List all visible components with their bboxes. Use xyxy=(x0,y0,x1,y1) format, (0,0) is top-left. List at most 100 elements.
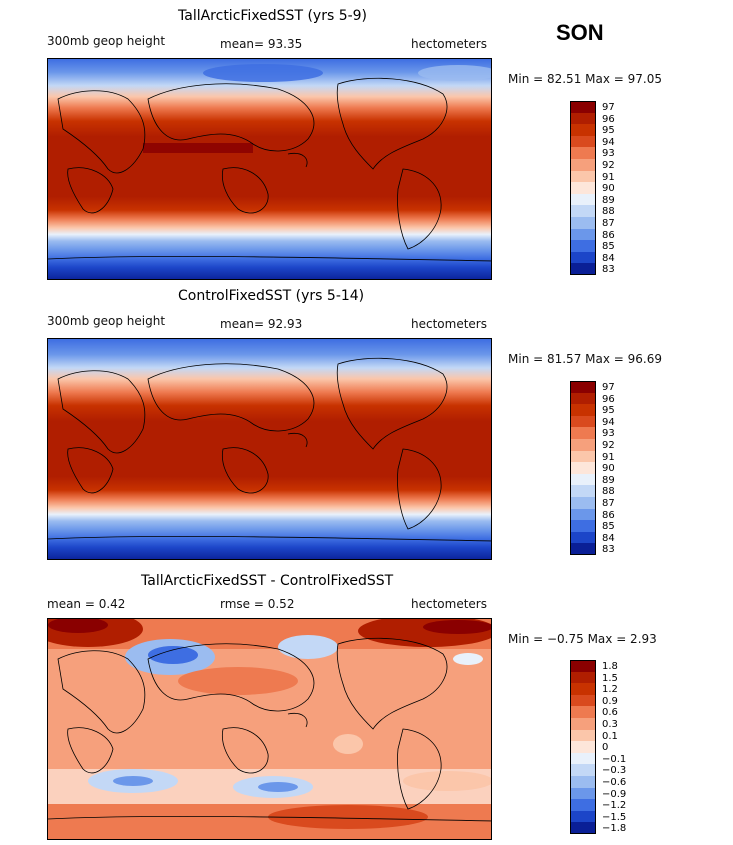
panel2-mean-label: mean= 92.93 xyxy=(220,317,303,331)
colorbar-swatch xyxy=(570,381,596,394)
colorbar-swatch xyxy=(570,706,596,719)
colorbar-swatch xyxy=(570,112,596,125)
colorbar-swatch xyxy=(570,240,596,253)
colorbar-swatch xyxy=(570,543,596,556)
panel1-minmax-label: Min = 82.51 Max = 97.05 xyxy=(508,72,662,86)
colorbar-swatch xyxy=(570,404,596,417)
colorbar-tick-label: 1.8 xyxy=(602,661,618,672)
colorbar-swatch xyxy=(570,147,596,160)
colorbar-tick-label: −0.1 xyxy=(602,753,627,765)
colorbar-swatch xyxy=(570,718,596,731)
colorbar-swatch xyxy=(570,776,596,789)
colorbar-swatch xyxy=(570,683,596,696)
colorbar-swatch xyxy=(570,729,596,742)
panel1-units-label: hectometers xyxy=(411,37,487,51)
panel2-variable-label: 300mb geop height xyxy=(47,314,166,328)
colorbar-tick-label: −0.9 xyxy=(602,788,627,800)
colorbar-swatch xyxy=(570,217,596,230)
colorbar-tick-label: 97 xyxy=(602,102,615,113)
colorbar-tick-label: 87 xyxy=(602,498,615,509)
colorbar-tick-label: 93 xyxy=(602,148,615,160)
colorbar-swatch xyxy=(570,531,596,544)
colorbar-swatch xyxy=(570,135,596,148)
panel1-title: TallArcticFixedSST (yrs 5-9) xyxy=(178,8,368,24)
colorbar-tick-label: 92 xyxy=(602,440,615,451)
colorbar-swatch xyxy=(570,251,596,264)
season-label: SON xyxy=(556,20,604,45)
colorbar-tick-label: 0 xyxy=(602,742,609,754)
panel2-minmax-label: Min = 81.57 Max = 96.69 xyxy=(508,352,662,366)
colorbar-tick-label: 92 xyxy=(602,160,615,171)
colorbar-swatch xyxy=(570,124,596,137)
panel3-units-label: hectometers xyxy=(411,597,487,611)
colorbar-tick-label: 89 xyxy=(602,474,615,486)
colorbar-swatch xyxy=(570,694,596,707)
colorbar-swatch xyxy=(570,787,596,800)
colorbar-tick-label: 0.9 xyxy=(602,695,618,707)
colorbar-swatch xyxy=(570,415,596,428)
colorbar-tick-label: 1.5 xyxy=(602,672,618,684)
colorbar-tick-label: 88 xyxy=(602,486,615,498)
colorbar-swatch xyxy=(570,205,596,218)
colorbar-tick-label: 0.1 xyxy=(602,730,618,742)
colorbar-tick-label: 0.3 xyxy=(602,719,618,730)
colorbar-tick-label: 86 xyxy=(602,229,615,241)
colorbar-swatch xyxy=(570,497,596,510)
colorbar-swatch xyxy=(570,752,596,765)
colorbar-tick-label: 85 xyxy=(602,521,615,533)
panel2-units-label: hectometers xyxy=(411,317,487,331)
panel1-variable-label: 300mb geop height xyxy=(47,34,166,48)
colorbar-tick-label: 90 xyxy=(602,463,615,475)
colorbar-tick-label: 90 xyxy=(602,183,615,195)
colorbar-tick-label: 94 xyxy=(602,416,615,428)
colorbar-swatch xyxy=(570,439,596,452)
panel1-mean-label: mean= 93.35 xyxy=(220,37,303,51)
colorbar-swatch xyxy=(570,799,596,812)
colorbar-tick-label: 94 xyxy=(602,136,615,148)
colorbar-tick-label: 87 xyxy=(602,218,615,229)
colorbar-swatch xyxy=(570,462,596,475)
colorbar-swatch xyxy=(570,520,596,533)
colorbar-swatch xyxy=(570,671,596,684)
colorbar-swatch xyxy=(570,263,596,276)
colorbar-swatch xyxy=(570,485,596,498)
colorbar-tick-label: 93 xyxy=(602,428,615,440)
panel1-map xyxy=(47,58,492,280)
colorbar-tick-label: 96 xyxy=(602,113,615,125)
panel3-title: TallArcticFixedSST - ControlFixedSST xyxy=(141,573,394,589)
colorbar-tick-label: −1.5 xyxy=(602,811,627,823)
colorbar-tick-label: 95 xyxy=(602,125,615,137)
colorbar-swatch xyxy=(570,810,596,823)
colorbar-tick-label: 86 xyxy=(602,509,615,521)
colorbar-tick-label: 1.2 xyxy=(602,684,618,696)
colorbar-tick-label: 85 xyxy=(602,241,615,253)
colorbar-tick-label: −0.6 xyxy=(602,777,627,788)
colorbar-tick-label: 83 xyxy=(602,544,615,556)
colorbar-swatch xyxy=(570,170,596,183)
colorbar-tick-label: 91 xyxy=(602,451,615,463)
colorbar-tick-label: −1.2 xyxy=(602,800,627,812)
colorbar-swatch xyxy=(570,660,596,673)
colorbar-swatch xyxy=(570,822,596,835)
colorbar-tick-label: −1.8 xyxy=(602,823,627,835)
colorbar-tick-label: 95 xyxy=(602,405,615,417)
colorbar-swatch xyxy=(570,741,596,754)
panel3-map xyxy=(47,618,492,840)
colorbar-swatch xyxy=(570,473,596,486)
colorbar-tick-label: −0.3 xyxy=(602,765,627,777)
colorbar-swatch xyxy=(570,101,596,114)
colorbar-swatch xyxy=(570,159,596,172)
colorbar-tick-label: 91 xyxy=(602,171,615,183)
colorbar-tick-label: 97 xyxy=(602,382,615,393)
colorbar-tick-label: 84 xyxy=(602,252,615,264)
colorbar-tick-label: 96 xyxy=(602,393,615,405)
colorbar-tick-label: 0.6 xyxy=(602,707,618,719)
panel3-mean-label: mean = 0.42 xyxy=(47,597,126,611)
colorbar-swatch xyxy=(570,764,596,777)
panel2-map xyxy=(47,338,492,560)
colorbar-swatch xyxy=(570,193,596,206)
colorbar-swatch xyxy=(570,508,596,521)
colorbar-tick-label: 83 xyxy=(602,264,615,276)
colorbar-tick-label: 84 xyxy=(602,532,615,544)
colorbar-swatch xyxy=(570,392,596,405)
